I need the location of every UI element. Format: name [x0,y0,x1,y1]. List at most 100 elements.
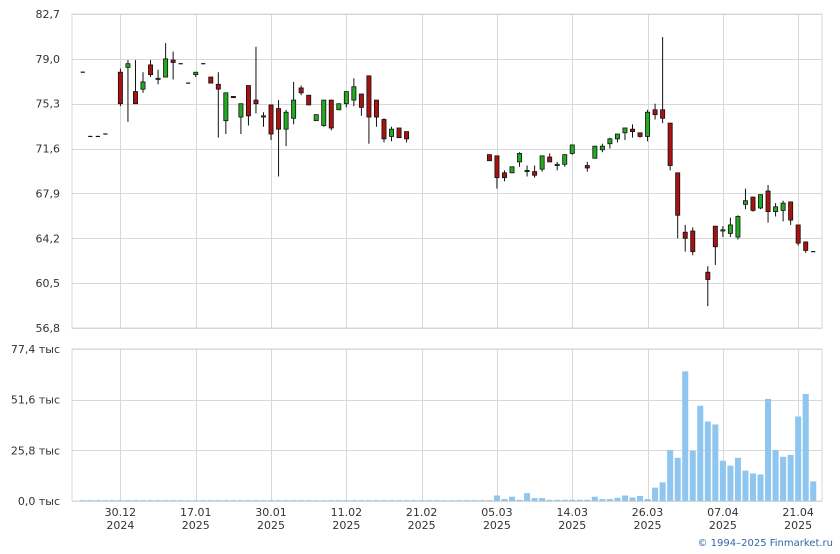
volume-bar [659,482,666,501]
candle-body-up [645,111,651,137]
candle [313,114,319,122]
candle-body-down [298,87,304,94]
candle [720,226,726,238]
volume-bar [433,500,440,502]
candle [682,224,688,252]
candle-body-down [396,127,402,139]
copyright-text: © 1994–2025 Finmarket.ru [697,538,833,549]
candle-body-up [313,114,319,122]
volume-bar [268,500,275,502]
x-tick-year: 2025 [784,519,812,532]
candle [358,93,364,116]
x-tick-year: 2025 [483,519,511,532]
candle-body-up [614,133,620,140]
candle [276,100,282,177]
price-y-axis-labels: 82,7 79,0 75,3 71,6 67,9 64,2 60,5 56,8 [36,8,61,335]
candle [645,109,651,142]
candle [607,137,613,149]
volume-bar [591,496,598,501]
candle [170,51,176,80]
volume-bar [124,500,131,502]
x-tick-date: 05.03 [481,506,513,519]
candle [803,241,809,253]
volume-bar [102,500,109,502]
candle [788,201,794,225]
volume-bar [712,424,719,501]
volume-bar [644,499,651,501]
x-tick-date: 30.01 [255,506,287,519]
candle [291,81,297,125]
candle [117,68,123,107]
volume-bar [396,500,403,502]
volume-bar [516,499,523,501]
candle-body-down [276,108,282,130]
candle-body-up [720,229,726,232]
volume-bars [79,371,817,502]
candle [140,72,146,93]
candle-body-up [622,127,628,134]
candle-body-up [758,194,763,209]
candle-body-up [125,63,131,68]
volume-bar [162,500,169,502]
candle-body-down [712,225,718,248]
volume-bar [576,499,583,501]
volume-bar [109,500,116,502]
volume-bar [94,500,101,502]
x-tick-date: 26.03 [632,506,664,519]
candle-body-up [773,206,779,213]
candle-body-up [727,224,733,234]
candle [622,127,628,141]
candle-body-up [261,115,266,118]
candle-body-up [742,200,748,205]
volume-bar [742,470,749,501]
volume-bar [117,500,124,502]
x-axis-labels: 30.12202417.01202530.01202511.02202521.0… [105,506,814,532]
volume-bar [170,500,177,502]
volume-bar [539,498,546,501]
candle [486,154,492,162]
volume-bar [719,460,726,501]
candle [554,161,560,171]
candle [705,266,711,307]
volume-bar [749,473,757,501]
volume-bar [599,499,606,501]
candle [690,227,696,256]
candle-body-down [373,99,379,118]
volume-bar [335,500,342,502]
volume-bar [252,500,259,502]
candle-body-up [193,71,199,76]
volume-bar [215,500,222,502]
volume-bar [546,499,553,501]
volume-bar [704,421,711,501]
candle [765,184,771,223]
volume-y-tick-label: 25,8 тыс [11,444,60,457]
x-tick-date: 17.01 [180,506,212,519]
candle-body-up [735,216,741,238]
candle-body-down [381,119,387,140]
candle-body-up [554,163,560,166]
price-y-tick-label: 82,7 [36,8,61,21]
candle [163,43,169,78]
volume-bar [637,495,644,501]
volume-y-tick-label: 77,4 тыс [11,343,60,356]
candle-body-down [230,96,236,99]
volume-bar [275,500,282,502]
candle [599,143,605,153]
candle [780,200,786,222]
candle [125,60,131,122]
candle-body-down [170,59,176,63]
candle [750,196,756,212]
candle [396,127,402,139]
volume-y-tick-label: 0,0 тыс [18,495,60,508]
candle-body-up [562,154,568,165]
candle [539,155,545,172]
volume-bar [765,398,772,501]
volume-bar [614,497,621,501]
candle-body-up [539,155,545,170]
volume-bar [79,500,86,502]
price-y-tick-label: 56,8 [36,322,61,335]
candle-body-down [765,190,771,213]
candle [148,60,154,78]
candle [215,72,221,138]
